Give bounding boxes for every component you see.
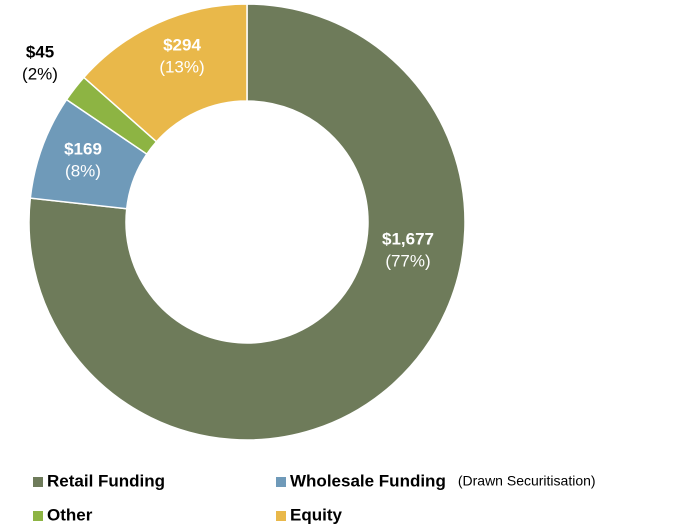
legend-note: (Drawn Securitisation) bbox=[458, 473, 596, 489]
donut-slice bbox=[28, 3, 466, 441]
legend-label: Equity bbox=[290, 505, 342, 524]
legend-swatch bbox=[33, 477, 43, 487]
legend-swatch bbox=[276, 477, 286, 487]
legend-swatch bbox=[33, 511, 43, 521]
donut-slice bbox=[82, 3, 248, 143]
percent-label: (13%) bbox=[159, 57, 204, 76]
percent-label: (77%) bbox=[385, 251, 430, 270]
percent-label: (2%) bbox=[22, 64, 58, 83]
legend-label: Wholesale Funding bbox=[290, 471, 446, 490]
percent-label: (8%) bbox=[65, 161, 101, 180]
value-label: $169 bbox=[64, 139, 102, 158]
value-label: $294 bbox=[163, 35, 201, 54]
legend-label: Retail Funding bbox=[47, 471, 165, 490]
legend-label: Other bbox=[47, 505, 93, 524]
legend-swatch bbox=[276, 511, 286, 521]
value-label: $45 bbox=[26, 42, 54, 61]
value-label: $1,677 bbox=[382, 229, 434, 248]
